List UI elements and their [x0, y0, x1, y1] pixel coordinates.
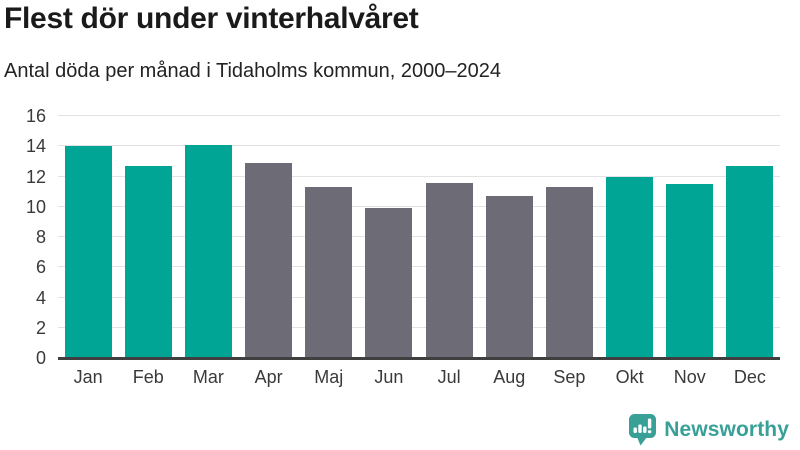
- x-tick-label-sep: Sep: [553, 367, 586, 387]
- x-tick-label-apr: Apr: [254, 367, 283, 387]
- bar-chart-speech-bubble-icon: [628, 413, 657, 446]
- x-axis-line: [58, 357, 780, 360]
- bar-feb: [124, 165, 172, 358]
- y-tick-label: 6: [35, 257, 46, 278]
- x-tick-label-dec: Dec: [733, 367, 766, 387]
- bar-dec: [726, 165, 774, 358]
- gridline: [58, 115, 780, 116]
- x-tick-label-jun: Jun: [374, 367, 404, 387]
- bar-jan: [64, 146, 112, 358]
- brand-logo: Newsworthy: [628, 413, 789, 446]
- gridline: [58, 266, 780, 268]
- y-tick-label: 10: [25, 196, 46, 217]
- y-tick-label: 12: [25, 166, 46, 187]
- y-tick-label: 0: [35, 348, 46, 368]
- y-tick-label: 8: [35, 227, 46, 247]
- x-tick-label-jul: Jul: [437, 367, 461, 387]
- y-tick-label: 4: [35, 287, 46, 308]
- gridline: [58, 296, 780, 298]
- gridline: [58, 175, 780, 177]
- y-tick-label: 14: [25, 136, 46, 157]
- bar-nov: [666, 184, 714, 358]
- gridline: [58, 236, 780, 237]
- x-tick-label-nov: Nov: [673, 367, 706, 387]
- gridline: [58, 145, 780, 147]
- chart-title: Flest dör under vinterhalvåret: [4, 2, 419, 35]
- bar-mar: [184, 144, 232, 358]
- x-tick-label-okt: Okt: [615, 367, 644, 387]
- x-tick-label-aug: Aug: [493, 367, 526, 387]
- x-tick-label-maj: Maj: [314, 367, 344, 387]
- x-tick-label-feb: Feb: [132, 367, 164, 387]
- gridline: [58, 326, 780, 328]
- bar-okt: [606, 176, 654, 358]
- x-tick-label-jan: Jan: [73, 367, 103, 387]
- bar-apr: [245, 162, 293, 358]
- x-axis: Jan Feb Mar Apr Maj Jun Jul Aug Sep Okt Nov Dec: [58, 366, 780, 392]
- chart-subtitle: Antal döda per månad i Tidaholms kommun,…: [4, 60, 501, 82]
- gridline: [58, 205, 780, 207]
- y-axis: 0 2 4 6 8 10 12 14 16: [0, 106, 46, 368]
- bar-sep: [545, 187, 593, 358]
- x-tick-label-mar: Mar: [192, 367, 224, 387]
- bar-maj: [305, 187, 353, 358]
- plot-area: [58, 115, 780, 360]
- bar-jul: [425, 182, 473, 358]
- brand-name: Newsworthy: [664, 417, 789, 441]
- y-tick-label: 2: [35, 317, 46, 338]
- bar-jun: [365, 208, 413, 358]
- bar-aug: [485, 196, 533, 358]
- y-tick-label: 16: [25, 106, 46, 126]
